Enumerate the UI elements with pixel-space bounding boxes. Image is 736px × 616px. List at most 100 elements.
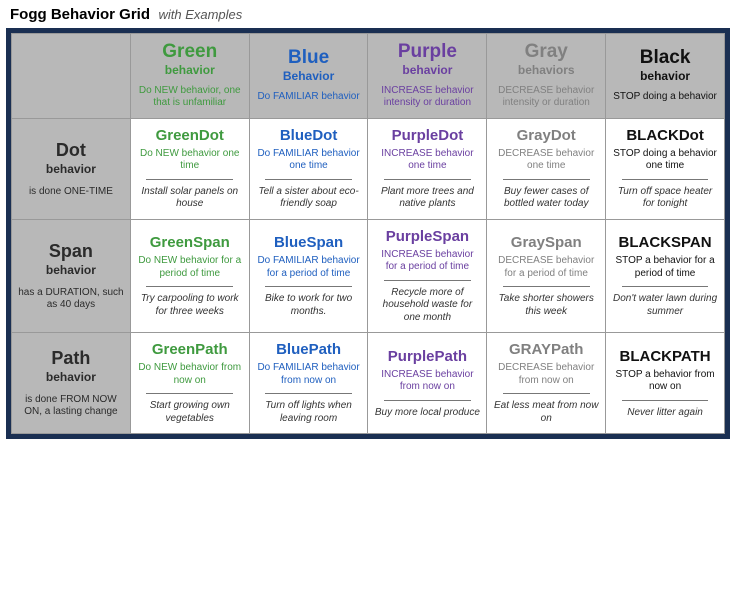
col-desc: STOP doing a behavior: [612, 91, 718, 104]
cell-divider: [265, 286, 352, 287]
cell-desc: INCREASE behavior for a period of time: [374, 249, 480, 274]
cell-title: GrayDot: [493, 127, 599, 144]
col-title: Purple: [374, 42, 480, 62]
cell-green-span: GreenSpan Do NEW behavior for a period of…: [130, 219, 249, 333]
cell-divider: [622, 179, 709, 180]
row-subtitle: behavior: [18, 162, 124, 176]
cell-title: GreenPath: [137, 341, 243, 358]
cell-green-path: GreenPath Do NEW behavior from now on Star…: [130, 333, 249, 434]
cell-example: Don't water lawn during summer: [612, 293, 718, 318]
row-desc: is done ONE-TIME: [18, 186, 124, 199]
cell-title: BluePath: [256, 341, 362, 358]
col-title: Green: [137, 42, 243, 62]
cell-blue-path: BluePath Do FAMILIAR behavior from now on…: [249, 333, 368, 434]
cell-gray-path: GRAYPath DECREASE behavior from now on Eat…: [487, 333, 606, 434]
cell-purple-span: PurpleSpanINCREASE behavior for a period…: [368, 219, 487, 333]
cell-desc: INCREASE behavior one time: [374, 148, 480, 173]
cell-divider: [503, 179, 590, 180]
col-desc: DECREASE behavior intensity or duration: [493, 85, 599, 110]
cell-example: Buy fewer cases of bottled water today: [493, 186, 599, 211]
cell-desc: Do FAMILIAR behavior one time: [256, 148, 362, 173]
col-subtitle: Behavior: [256, 69, 362, 83]
cell-blue-dot: BlueDot Do FAMILIAR behavior one time Tell…: [249, 118, 368, 219]
row-header-path: Pathbehavioris done FROM NOW ON, a lasti…: [12, 333, 131, 434]
col-desc: INCREASE behavior intensity or duration: [374, 85, 480, 110]
col-subtitle: behavior: [612, 69, 718, 83]
cell-divider: [384, 400, 471, 401]
cell-title: BlueDot: [256, 127, 362, 144]
cell-example: Plant more trees and native plants: [374, 186, 480, 211]
cell-example: Turn off lights when leaving room: [256, 400, 362, 425]
cell-title: BlueSpan: [256, 234, 362, 251]
cell-example: Take shorter showers this week: [493, 293, 599, 318]
grid-table: GreenbehaviorDo NEW behavior, one that i…: [11, 33, 725, 434]
cell-example: Buy more local produce: [374, 407, 480, 420]
cell-divider: [146, 286, 233, 287]
cell-divider: [146, 393, 233, 394]
row-title: Span: [18, 241, 124, 262]
cell-desc: INCREASE behavior from now on: [374, 369, 480, 394]
cell-example: Try carpooling to work for three weeks: [137, 293, 243, 318]
cell-divider: [503, 393, 590, 394]
cell-title: GreenDot: [137, 127, 243, 144]
page-header: Fogg Behavior Grid with Examples: [0, 0, 736, 28]
col-header-purple: Purplebehavior INCREASE behavior intensit…: [368, 34, 487, 119]
cell-black-dot: BLACKDotSTOP doing a behavior one timeTu…: [606, 118, 725, 219]
cell-divider: [384, 280, 471, 281]
cell-desc: DECREASE behavior for a period of time: [493, 255, 599, 280]
cell-title: GRAYPath: [493, 341, 599, 358]
cell-black-path: BLACKPATH STOP a behavior from now on Neve…: [606, 333, 725, 434]
cell-example: Start growing own vegetables: [137, 400, 243, 425]
row-header-dot: Dotbehavior is done ONE-TIME: [12, 118, 131, 219]
cell-title: PurpleDot: [374, 127, 480, 144]
cell-desc: Do FAMILIAR behavior for a period of tim…: [256, 255, 362, 280]
col-header-black: Blackbehavior STOP doing a behavior: [606, 34, 725, 119]
cell-example: Eat less meat from now on: [493, 400, 599, 425]
col-header-gray: Graybehaviors DECREASE behavior intensity…: [487, 34, 606, 119]
col-title: Black: [612, 48, 718, 68]
col-subtitle: behavior: [137, 63, 243, 77]
cell-example: Never litter again: [612, 407, 718, 420]
cell-desc: STOP a behavior for a period of time: [612, 255, 718, 280]
cell-example: Install solar panels on house: [137, 186, 243, 211]
cell-divider: [265, 393, 352, 394]
cell-divider: [265, 179, 352, 180]
cell-divider: [622, 400, 709, 401]
behavior-grid: GreenbehaviorDo NEW behavior, one that i…: [6, 28, 730, 439]
col-subtitle: behavior: [374, 63, 480, 77]
cell-example: Turn off space heater for tonight: [612, 186, 718, 211]
cell-gray-span: GraySpan DECREASE behavior for a period o…: [487, 219, 606, 333]
cell-title: GreenSpan: [137, 234, 243, 251]
row-subtitle: behavior: [18, 263, 124, 277]
col-title: Gray: [493, 42, 599, 62]
cell-example: Bike to work for two months.: [256, 293, 362, 318]
cell-green-dot: GreenDot Do NEW behavior one time Install …: [130, 118, 249, 219]
cell-divider: [146, 179, 233, 180]
col-desc: Do NEW behavior, one that is unfamiliar: [137, 85, 243, 110]
cell-desc: Do NEW behavior for a period of time: [137, 255, 243, 280]
cell-title: PurplePath: [374, 348, 480, 365]
cell-title: BLACKSPAN: [612, 234, 718, 251]
cell-divider: [384, 179, 471, 180]
row-subtitle: behavior: [18, 370, 124, 384]
col-desc: Do FAMILIAR behavior: [256, 91, 362, 104]
cell-desc: STOP a behavior from now on: [612, 369, 718, 394]
corner-cell: [12, 34, 131, 119]
col-subtitle: behaviors: [493, 63, 599, 77]
row-desc: is done FROM NOW ON, a lasting change: [18, 394, 124, 419]
cell-desc: Do NEW behavior one time: [137, 148, 243, 173]
row-title: Dot: [18, 140, 124, 161]
cell-example: Tell a sister about eco-friendly soap: [256, 186, 362, 211]
cell-desc: Do FAMILIAR behavior from now on: [256, 362, 362, 387]
cell-title: GraySpan: [493, 234, 599, 251]
cell-purple-path: PurplePath INCREASE behavior from now on B…: [368, 333, 487, 434]
page-subtitle: with Examples: [158, 7, 242, 22]
cell-purple-dot: PurpleDot INCREASE behavior one time Plant…: [368, 118, 487, 219]
cell-title: BLACKPATH: [612, 348, 718, 365]
cell-example: Recycle more of household waste for one …: [374, 287, 480, 325]
cell-divider: [503, 286, 590, 287]
cell-divider: [622, 286, 709, 287]
cell-desc: Do NEW behavior from now on: [137, 362, 243, 387]
cell-gray-dot: GrayDotDECREASE behavior one timeBuy few…: [487, 118, 606, 219]
cell-desc: DECREASE behavior from now on: [493, 362, 599, 387]
